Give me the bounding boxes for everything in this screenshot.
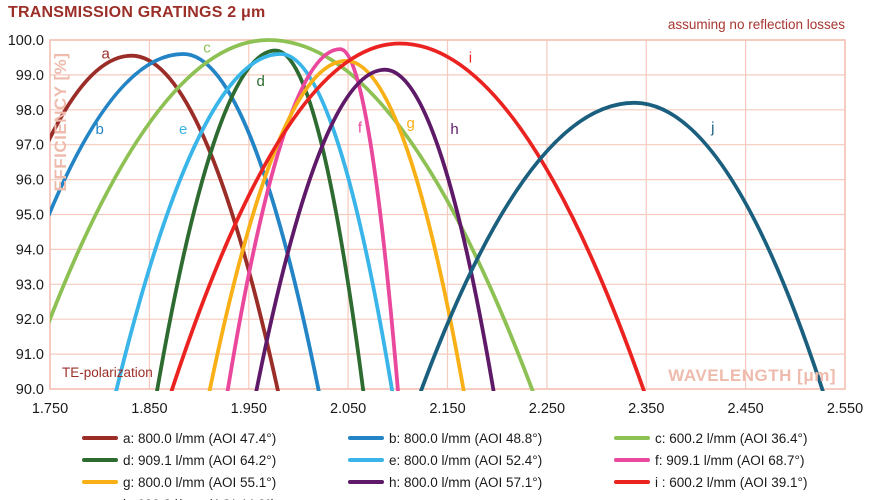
legend-swatch-i: [614, 480, 650, 484]
y-tick-label: 95.0: [16, 208, 44, 224]
curve-letter-a: a: [102, 45, 111, 62]
legend-swatch-c: [614, 436, 650, 440]
legend-label-e: e: 800.0 l/mm (AOI 52.4°): [389, 452, 543, 468]
curve-letter-d: d: [257, 73, 265, 90]
legend-label-c: c: 600.2 l/mm (AOI 36.4°): [655, 430, 808, 446]
curves: [50, 38, 825, 391]
legend-item-f: f: 909.1 l/mm (AOI 68.7°): [614, 453, 878, 468]
legend-label-a: a: 800.0 l/mm (AOI 47.4°): [123, 430, 277, 446]
curve-letter-g: g: [407, 115, 415, 132]
curve-j: [418, 100, 825, 391]
assumption-note: assuming no reflection losses: [667, 17, 845, 32]
legend-label-d: d: 909.1 l/mm (AOI 64.2°): [123, 452, 277, 468]
x-tick-label: 1.950: [231, 401, 267, 417]
curve-b: [50, 52, 321, 391]
legend-swatch-g: [82, 480, 118, 484]
legend-label-h: h: 800.0 l/mm (AOI 57.1°): [389, 474, 543, 490]
curve-letter-j: j: [710, 119, 714, 136]
x-tick-label: 2.550: [827, 401, 863, 417]
te-polarization-label: TE-polarization: [62, 365, 153, 380]
chart-title: TRANSMISSION GRATINGS 2 μm: [8, 4, 266, 21]
grid: [49, 39, 846, 390]
legend-label-b: b: 800.0 l/mm (AOI 48.8°): [389, 430, 543, 446]
legend-item-j: j : 600.2 l/mm (AOI 44.9°): [82, 497, 348, 500]
x-tick-label: 2.350: [628, 401, 664, 417]
x-tick-label: 1.850: [131, 401, 167, 417]
legend-label-g: g: 800.0 l/mm (AOI 55.1°): [123, 474, 277, 490]
x-tick-label: 2.150: [429, 401, 465, 417]
curve-e: [114, 52, 395, 391]
legend-swatch-a: [82, 436, 118, 440]
y-tick-label: 100.0: [8, 33, 44, 49]
legend-item-e: e: 800.0 l/mm (AOI 52.4°): [348, 453, 614, 468]
y-tick-label: 98.0: [16, 103, 44, 119]
curve-c: [50, 38, 535, 391]
y-tick-label: 93.0: [16, 277, 44, 293]
legend-item-a: a: 800.0 l/mm (AOI 47.4°): [82, 431, 348, 446]
curve-i: [169, 41, 647, 391]
y-tick-label: 92.0: [16, 312, 44, 328]
curve-letter-i: i: [469, 50, 472, 67]
legend: a: 800.0 l/mm (AOI 47.4°) b: 800.0 l/mm (…: [82, 427, 878, 500]
x-tick-label: 2.050: [330, 401, 366, 417]
legend-item-i: i : 600.2 l/mm (AOI 39.1°): [614, 475, 878, 490]
curve-f: [225, 47, 400, 391]
x-tick-label: 2.250: [529, 401, 565, 417]
curve-letter-h: h: [450, 121, 458, 138]
y-tick-label: 91.0: [16, 347, 44, 363]
y-tick-label: 90.0: [16, 382, 44, 398]
y-tick-label: 96.0: [16, 173, 44, 189]
legend-label-i: i : 600.2 l/mm (AOI 39.1°): [655, 474, 808, 490]
legend-item-g: g: 800.0 l/mm (AOI 55.1°): [82, 475, 348, 490]
curve-d: [155, 48, 366, 391]
x-tick-label: 2.450: [727, 401, 763, 417]
legend-swatch-b: [348, 436, 384, 440]
curve-h: [254, 67, 496, 391]
y-axis-label: EFFICIENCY [%]: [51, 53, 70, 192]
curve-letter-c: c: [203, 40, 211, 57]
curve-letter-e: e: [179, 121, 187, 138]
curve-letter-b: b: [96, 121, 104, 138]
legend-swatch-d: [82, 458, 118, 462]
x-axis-label: WAVELENGTH [μm]: [668, 366, 836, 385]
legend-swatch-e: [348, 458, 384, 462]
y-tick-label: 94.0: [16, 242, 44, 258]
y-tick-label: 99.0: [16, 68, 44, 84]
legend-item-d: d: 909.1 l/mm (AOI 64.2°): [82, 453, 348, 468]
legend-swatch-h: [348, 480, 384, 484]
plot-area: a b c d e f g h i j 1.750 1.850 1.950 2.050 2.150 2.250…: [8, 33, 863, 417]
y-tick-label: 97.0: [16, 138, 44, 154]
legend-item-b: b: 800.0 l/mm (AOI 48.8°): [348, 431, 614, 446]
legend-label-f: f: 909.1 l/mm (AOI 68.7°): [655, 452, 805, 468]
legend-label-j: j : 600.2 l/mm (AOI 44.9°): [123, 497, 275, 500]
legend-item-h: h: 800.0 l/mm (AOI 57.1°): [348, 475, 614, 490]
curve-letter-f: f: [358, 119, 363, 136]
legend-item-c: c: 600.2 l/mm (AOI 36.4°): [614, 431, 878, 446]
x-tick-label: 1.750: [32, 401, 68, 417]
legend-swatch-f: [614, 458, 650, 462]
